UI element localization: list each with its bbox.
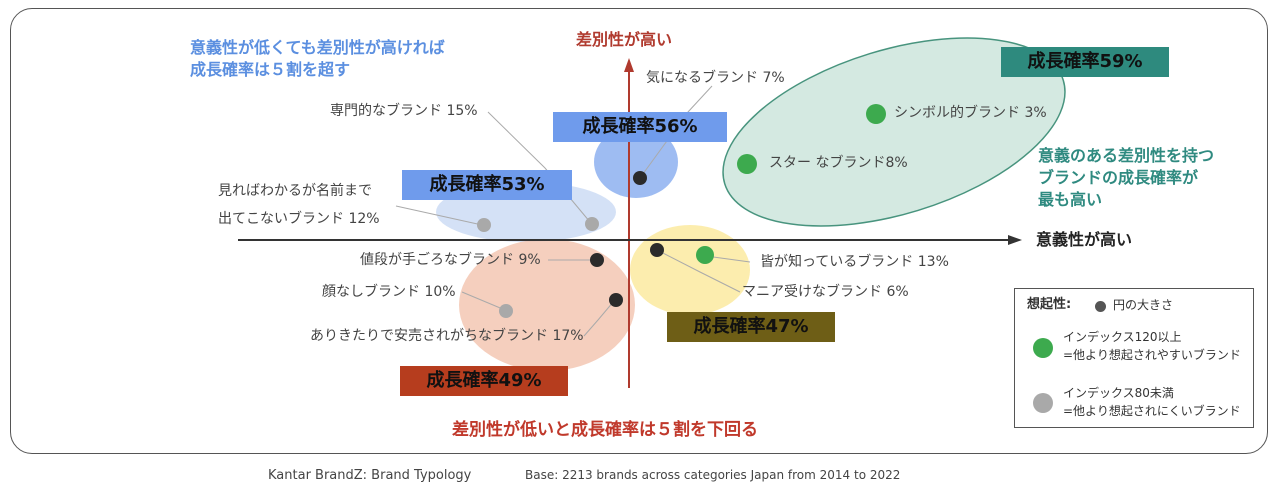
note-bottom: 差別性が低いと成長確率は５割を下回る: [452, 420, 758, 440]
legend-gray-line2: =他より想起されにくいブランド: [1063, 404, 1241, 418]
legend-box: 想起性: 円の大きさ インデックス120以上 =他より想起されやすいブランド イ…: [1014, 288, 1254, 428]
group-ellipse-47: [630, 225, 750, 315]
y-axis-arrow-icon: [624, 58, 634, 72]
note-right-line1: 意義のある差別性を持つ: [1038, 146, 1215, 165]
badge-growth-59: 成長確率59%: [1001, 47, 1169, 77]
dot-kaonashi: [499, 304, 513, 318]
badge-growth-47: 成長確率47%: [667, 312, 835, 342]
leader-senmon: [487, 111, 591, 223]
group-ellipse-59: [722, 37, 1066, 227]
brand-label-senmon: 専門的なブランド 15%: [330, 103, 478, 119]
legend-size-dot-icon: [1095, 301, 1106, 312]
legend-gray-dot-icon: [1033, 393, 1053, 413]
x-axis-arrow-icon: [1008, 235, 1022, 245]
dot-symbol: [866, 104, 886, 124]
brand-label-mania: マニア受けなブランド 6%: [742, 284, 909, 300]
brand-label-nedan: 値段が手ごろなブランド 9%: [360, 252, 541, 268]
note-right-line3: 最も高い: [1038, 190, 1103, 209]
legend-green-line2: =他より想起されやすいブランド: [1063, 348, 1241, 362]
brand-label-minna: 皆が知っているブランド 13%: [760, 254, 949, 270]
badge-growth-49: 成長確率49%: [400, 366, 568, 396]
badge-growth-53: 成長確率53%: [402, 170, 572, 200]
legend-green-line1: インデックス120以上: [1063, 330, 1182, 344]
leader-mania: [656, 249, 741, 293]
legend-size-text: 円の大きさ: [1113, 298, 1174, 312]
legend-title: 想起性:: [1027, 297, 1072, 312]
dot-arikitari: [609, 293, 623, 307]
brand-label-arikitari: ありきたりで安売されがちなブランド 17%: [310, 328, 584, 344]
footer-base: Base: 2213 brands across categories Japa…: [525, 468, 901, 482]
brand-label-star: スター なブランド8%: [769, 155, 908, 171]
dot-minna: [696, 246, 714, 264]
dot-star: [737, 154, 757, 174]
brand-label-symbol: シンボル的ブランド 3%: [894, 105, 1047, 121]
leader-arikitari: [583, 300, 615, 337]
brand-label-kininaru: 気になるブランド 7%: [646, 70, 785, 86]
dot-mireba: [477, 218, 491, 232]
note-top-left-line2: 成長確率は５割を超す: [190, 60, 351, 79]
dot-kininaru: [633, 171, 647, 185]
leader-mireba: [395, 205, 483, 226]
y-axis-label: 差別性が高い: [576, 30, 673, 49]
x-axis-label: 意義性が高い: [1036, 230, 1133, 249]
note-right-line2: ブランドの成長確率が: [1038, 168, 1199, 187]
legend-gray-line1: インデックス80未満: [1063, 386, 1174, 400]
diagram-frame: [10, 8, 1268, 454]
note-top-left-line1: 意義性が低くても差別性が高ければ: [190, 38, 445, 57]
group-ellipse-56: [594, 126, 678, 198]
brand-label-mireba-line2: 出てこないブランド 12%: [218, 211, 380, 227]
brand-label-kaonashi: 顔なしブランド 10%: [322, 284, 456, 300]
brand-label-mireba-line1: 見ればわかるが名前まで: [218, 183, 372, 199]
footer-source: Kantar BrandZ: Brand Typology: [268, 468, 472, 483]
legend-green-dot-icon: [1033, 338, 1053, 358]
group-ellipse-49: [459, 239, 635, 371]
dot-mania: [650, 243, 664, 257]
dot-nedan: [590, 253, 604, 267]
dot-senmon: [585, 217, 599, 231]
leader-kaonashi: [461, 291, 506, 311]
badge-growth-56: 成長確率56%: [553, 112, 727, 142]
